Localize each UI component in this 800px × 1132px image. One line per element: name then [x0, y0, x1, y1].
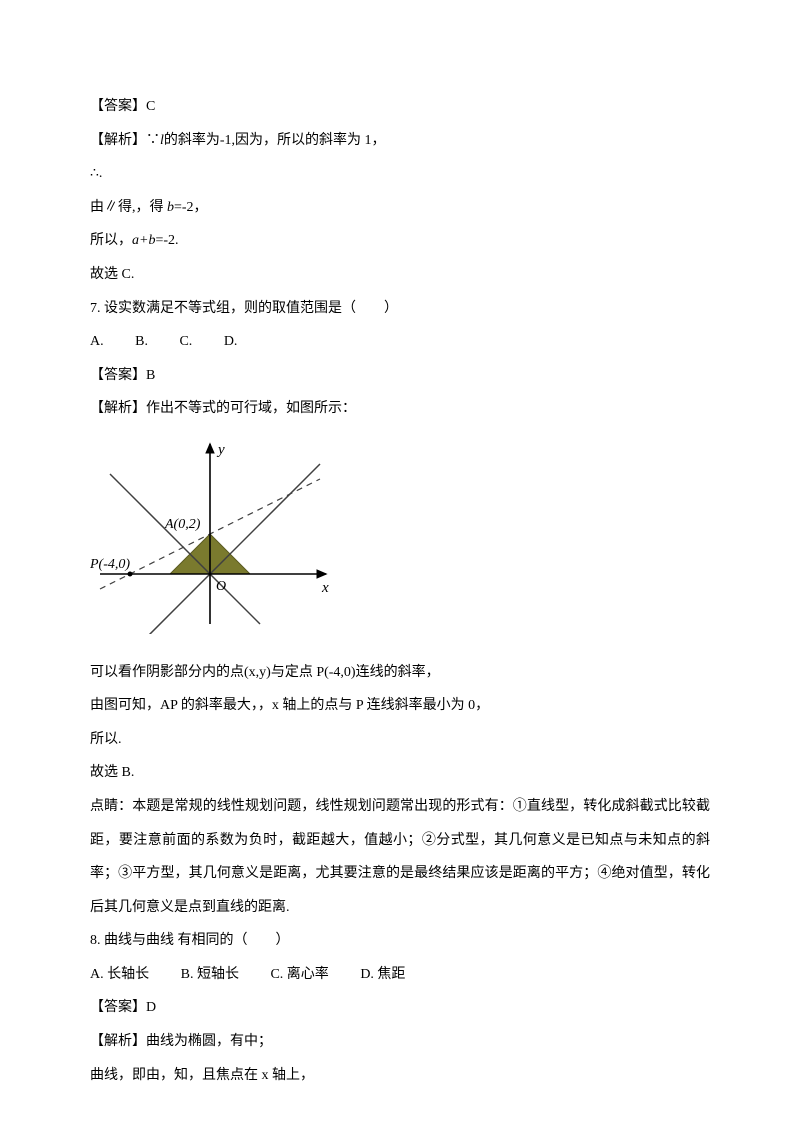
svg-text:y: y	[216, 442, 225, 458]
var-b: b	[167, 200, 174, 215]
q7-post-2: 由图可知，AP 的斜率最大，，x 轴上的点与 P 连线斜率最小为 0，	[90, 689, 710, 723]
q7-opt-b: B.	[135, 334, 148, 349]
svg-text:x: x	[321, 580, 329, 596]
q7-post-3: 所以.	[90, 723, 710, 757]
q8-explain-1: 【解析】曲线为椭圆，有中；	[90, 1025, 710, 1059]
explain-line-3: 由∥得,，得 b=-2，	[90, 191, 710, 225]
svg-text:A(0,2): A(0,2)	[164, 517, 201, 532]
svg-text:P(-4,0): P(-4,0)	[90, 557, 130, 572]
q8-explain-2: 曲线，即由，知，且焦点在 x 轴上，	[90, 1059, 710, 1093]
var-ab: a+b	[132, 233, 155, 248]
therefore-line: ∴.	[90, 157, 710, 191]
q8-stem: 8. 曲线与曲线 有相同的（ ）	[90, 924, 710, 958]
q7-opt-d: D.	[224, 334, 238, 349]
q8-opt-a: A. 长轴长	[90, 967, 149, 982]
q7-stem: 7. 设实数满足不等式组，则的取值范围是（ ）	[90, 292, 710, 326]
t3c: =-2，	[174, 200, 208, 215]
explain-rest: 的斜率为-1,因为，所以的斜率为 1，	[164, 133, 386, 148]
q8-answer: 【答案】D	[90, 991, 710, 1025]
feasible-region-diagram: y x O A(0,2) P(-4,0)	[90, 434, 710, 648]
t4c: =-2.	[155, 233, 178, 248]
answer-label: 【答案】C	[90, 90, 710, 124]
q7-post-4: 故选 B.	[90, 756, 710, 790]
conclusion-6: 故选 C.	[90, 258, 710, 292]
q7-options: A. B. C. D.	[90, 325, 710, 359]
q7-post-1: 可以看作阴影部分内的点(x,y)与定点 P(-4,0)连线的斜率，	[90, 656, 710, 690]
svg-text:O: O	[216, 579, 226, 594]
q8-opt-b: B. 短轴长	[181, 967, 239, 982]
explain-line-1: 【解析】∵l的斜率为-1,因为，所以的斜率为 1，	[90, 124, 710, 158]
q7-note: 点睛：本题是常规的线性规划问题，线性规划问题常出现的形式有：①直线型，转化成斜截…	[90, 790, 710, 924]
q8-opt-d: D. 焦距	[360, 967, 405, 982]
q8-options: A. 长轴长 B. 短轴长 C. 离心率 D. 焦距	[90, 958, 710, 992]
t3a: 由∥得,，得	[90, 200, 167, 215]
q7-explain: 【解析】作出不等式的可行域，如图所示：	[90, 392, 710, 426]
explain-lead: 【解析】∵	[90, 133, 160, 148]
explain-line-4: 所以，a+b=-2.	[90, 224, 710, 258]
t4a: 所以，	[90, 233, 132, 248]
q7-opt-c: C.	[179, 334, 192, 349]
q8-opt-c: C. 离心率	[270, 967, 328, 982]
q7-answer: 【答案】B	[90, 359, 710, 393]
q7-opt-a: A.	[90, 334, 104, 349]
